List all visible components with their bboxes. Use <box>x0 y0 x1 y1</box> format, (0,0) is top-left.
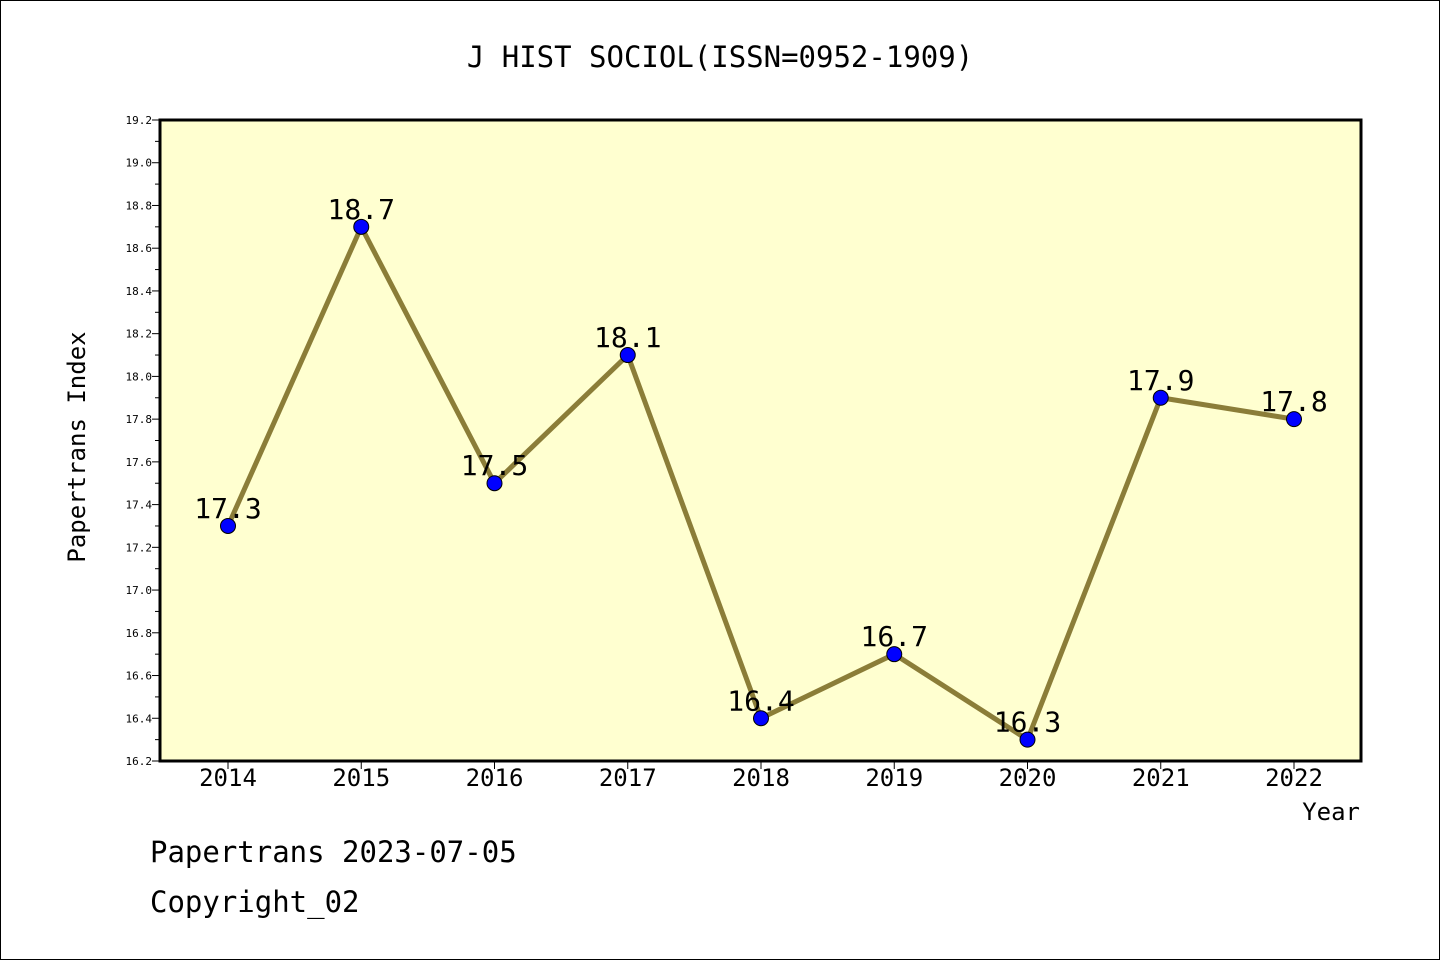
data-point <box>353 218 370 235</box>
y-tick-label: 18.4 <box>126 285 153 298</box>
y-tick-label: 17.0 <box>126 584 153 597</box>
data-point <box>619 347 636 364</box>
data-point <box>486 475 503 492</box>
y-tick-label: 16.2 <box>126 755 153 768</box>
y-axis: 16.2 16.4 16.6 16.8 17.0 17.2 17.4 17.6 17.8 18.0… <box>126 114 160 768</box>
y-tick-label: 19.2 <box>126 114 153 127</box>
x-tick-label: 2016 <box>466 764 524 792</box>
data-point <box>220 517 236 534</box>
x-axis: 2014 2015 2016 2017 2018 2019 2020 2021 2022 <box>199 761 1323 792</box>
y-tick-label: 17.6 <box>126 456 153 469</box>
y-tick-label: 18.0 <box>126 370 153 383</box>
x-tick-label: 2017 <box>599 764 657 792</box>
data-label: 16.4 <box>727 684 794 717</box>
data-point <box>1019 731 1036 748</box>
x-tick-label: 2022 <box>1265 764 1323 792</box>
y-tick-label: 17.4 <box>126 499 153 512</box>
footer-copyright: Copyright_02 <box>150 885 360 919</box>
y-tick-label: 18.6 <box>126 242 153 255</box>
x-axis-label: Year <box>1302 798 1360 826</box>
x-tick-label: 2015 <box>332 764 390 792</box>
y-tick-label: 17.2 <box>126 541 153 554</box>
data-label: 17.8 <box>1260 385 1327 418</box>
data-label: 16.7 <box>861 620 928 653</box>
x-tick-label: 2021 <box>1132 764 1190 792</box>
data-point <box>886 646 903 663</box>
y-tick-label: 19.0 <box>126 157 153 170</box>
data-labels: 17.3 18.7 17.5 18.1 16.4 16.7 16.3 17.9 17.8 <box>194 193 1327 739</box>
data-label: 17.5 <box>461 449 528 482</box>
data-point <box>1152 389 1169 406</box>
y-tick-label: 16.8 <box>126 627 153 640</box>
data-label: 16.3 <box>994 706 1061 739</box>
data-point <box>1286 411 1302 428</box>
chart-title: J HIST SOCIOL(ISSN=0952-1909) <box>467 40 973 74</box>
y-axis-label: Papertrans Index <box>63 331 91 562</box>
y-tick-label: 18.8 <box>126 199 153 212</box>
data-point <box>753 710 769 727</box>
y-tick-label: 17.8 <box>126 413 153 426</box>
y-tick-label: 18.2 <box>126 328 153 341</box>
y-tick-label: 16.4 <box>126 712 153 725</box>
data-label: 17.3 <box>194 492 261 525</box>
data-label: 18.1 <box>594 321 661 354</box>
y-tick-label: 16.6 <box>126 670 153 683</box>
x-tick-label: 2014 <box>199 764 257 792</box>
data-label: 17.9 <box>1127 364 1194 397</box>
x-tick-label: 2019 <box>865 764 923 792</box>
x-tick-label: 2020 <box>999 764 1057 792</box>
markers <box>220 218 1302 748</box>
footer-date: Papertrans 2023-07-05 <box>150 835 517 869</box>
x-tick-label: 2018 <box>732 764 790 792</box>
data-label: 18.7 <box>328 193 395 226</box>
